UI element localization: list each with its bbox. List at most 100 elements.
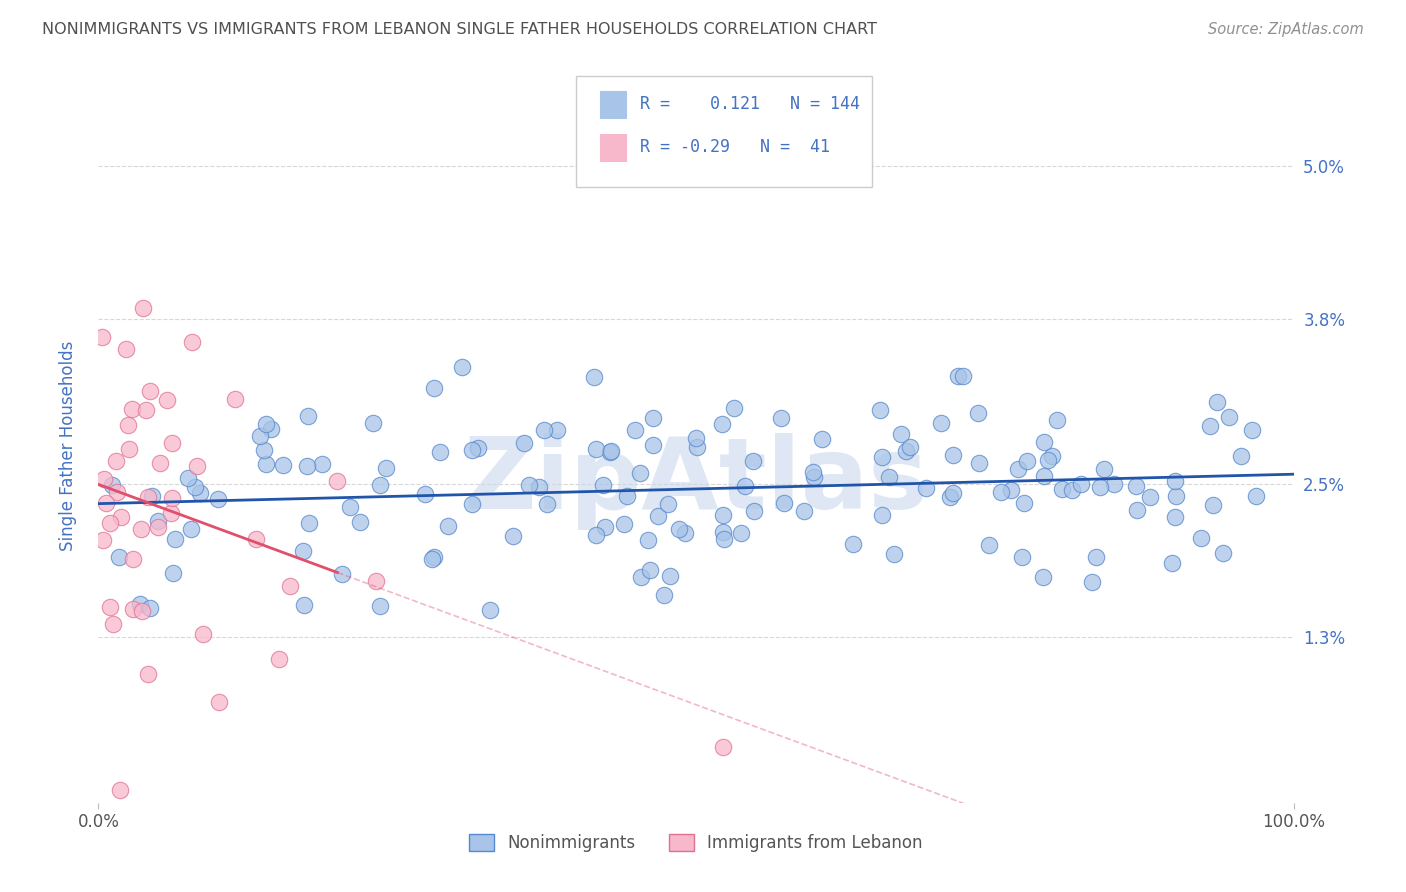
Point [1125,479,1147,493]
Point [101,616,124,631]
Point [1126,503,1149,517]
Point [249,428,271,442]
Point [592,478,614,492]
Point [939,490,962,504]
Point [118,442,141,457]
Point [673,526,696,541]
Point [1218,410,1240,425]
Point [711,417,734,431]
Point [131,522,153,536]
Point [624,423,647,437]
Point [104,454,127,468]
Point [842,537,865,551]
Point [585,442,607,456]
Point [952,369,974,384]
Point [1052,482,1074,496]
Point [1070,477,1092,491]
Point [292,598,315,612]
Point [513,436,536,450]
Point [713,508,735,523]
Point [872,450,894,465]
Point [180,335,202,350]
Point [668,522,690,536]
Point [967,406,990,420]
Text: ZipAtlas: ZipAtlas [464,434,928,530]
Point [711,524,734,539]
Point [96,496,118,510]
Point [1244,489,1267,503]
Text: Source: ZipAtlas.com: Source: ZipAtlas.com [1208,22,1364,37]
Point [98,516,121,530]
Point [207,492,229,507]
Point [1036,452,1059,467]
Point [146,515,169,529]
Point [585,527,607,541]
Point [630,570,652,584]
Point [628,466,651,480]
Point [349,515,371,529]
Point [128,597,150,611]
Point [914,481,936,495]
Point [1007,462,1029,476]
Point [122,552,145,566]
Point [267,652,290,666]
Point [422,381,444,395]
Text: R = -0.29   N =  41: R = -0.29 N = 41 [640,138,830,156]
Point [253,442,276,457]
Point [1080,575,1102,590]
Point [176,471,198,485]
Point [811,433,834,447]
Point [1241,423,1264,437]
Point [657,497,679,511]
Point [1032,570,1054,584]
Point [1212,546,1234,560]
Point [1045,412,1067,426]
Point [165,532,187,546]
Point [297,409,319,424]
Point [734,479,756,493]
Point [139,384,162,399]
Point [413,487,436,501]
Point [1084,550,1107,565]
Point [479,603,502,617]
Point [148,520,170,534]
Point [1090,480,1112,494]
Point [772,496,794,510]
Point [1202,498,1225,512]
Point [208,695,231,709]
Point [420,552,443,566]
Point [942,448,965,462]
Point [1040,449,1063,463]
Point [298,516,321,531]
Point [527,480,550,494]
Point [467,441,489,455]
Point [641,438,664,452]
Point [1164,509,1187,524]
Point [711,740,734,755]
Point [1062,483,1084,497]
Point [160,491,183,505]
Point [297,459,319,474]
Point [135,403,157,417]
Point [1164,474,1187,488]
Point [769,411,792,425]
Point [1229,449,1251,463]
Point [136,491,159,505]
Point [180,523,202,537]
Point [368,478,391,492]
Point [361,417,384,431]
Point [793,503,815,517]
Point [1102,476,1125,491]
Point [110,510,132,524]
Point [723,401,745,416]
Point [461,442,484,457]
Point [91,330,114,344]
Y-axis label: Single Father Households: Single Father Households [59,341,77,551]
Point [136,667,159,681]
Point [311,457,333,471]
Point [869,402,891,417]
Point [742,504,765,518]
Point [224,392,246,406]
Point [1032,469,1054,483]
Point [883,547,905,561]
